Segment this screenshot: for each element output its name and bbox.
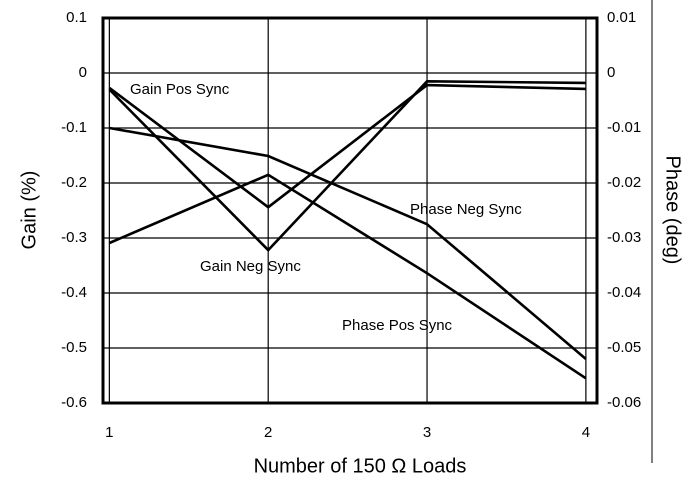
- y-tick-label: -0.1: [61, 119, 87, 136]
- series-label: Gain Pos Sync: [130, 81, 230, 98]
- y2-tick-label: -0.06: [607, 394, 641, 411]
- y2-tick-label: 0: [607, 64, 615, 81]
- series-line: [109, 126, 587, 360]
- y-tick-label: 0.1: [66, 9, 87, 26]
- series-line: [108, 173, 587, 380]
- y2-tick-label: -0.02: [607, 174, 641, 191]
- y2-tick-label: -0.03: [607, 229, 641, 246]
- y2-tick-label: -0.04: [607, 284, 641, 301]
- y2-tick-label: -0.05: [607, 339, 641, 356]
- x-tick-label: 1: [105, 424, 113, 441]
- plot-frame: [101, 16, 599, 405]
- y-tick-label: -0.4: [61, 284, 87, 301]
- series-line: [108, 79, 586, 252]
- x-tick-label: 4: [582, 424, 590, 441]
- x-tick-label: 3: [423, 424, 431, 441]
- series-label: Phase Pos Sync: [342, 317, 453, 334]
- y-tick-label: -0.2: [61, 174, 87, 191]
- series-label: Phase Neg Sync: [410, 201, 522, 218]
- series-line: [108, 83, 586, 209]
- y2-tick-label: -0.01: [607, 119, 641, 136]
- y-tick-label: 0: [79, 64, 87, 81]
- y-tick-label: -0.5: [61, 339, 87, 356]
- y-tick-label: -0.6: [61, 394, 87, 411]
- y2-tick-label: 0.01: [607, 9, 636, 26]
- series-label: Gain Neg Sync: [200, 258, 301, 275]
- x-axis-label: Number of 150 Ω Loads: [254, 455, 467, 477]
- y-tick-label: -0.3: [61, 229, 87, 246]
- y-axis-label: Gain (%): [18, 171, 40, 250]
- y2-axis-label: Phase (deg): [662, 156, 684, 265]
- x-tick-label: 2: [264, 424, 272, 441]
